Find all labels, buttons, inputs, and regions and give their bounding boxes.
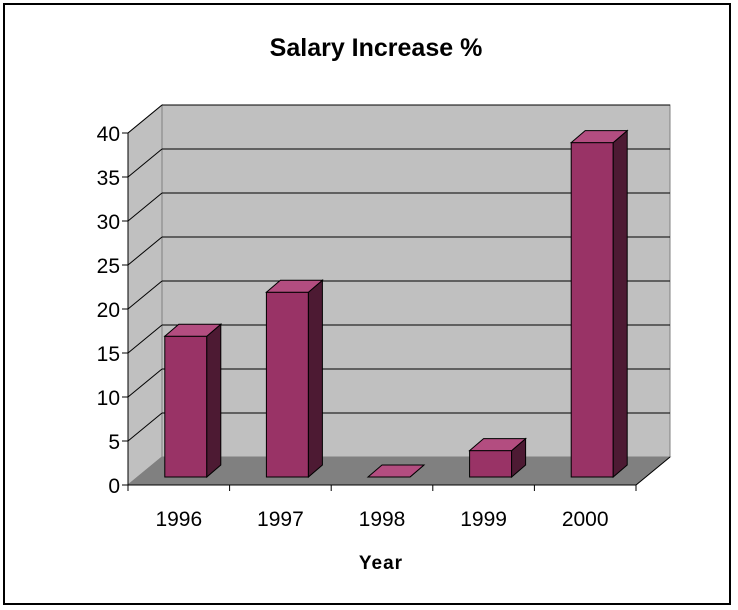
x-tick-label: 1999	[460, 508, 507, 531]
y-tick-label: 35	[97, 167, 120, 190]
gridline	[127, 104, 163, 134]
gridline	[127, 148, 163, 178]
bar-side-1996	[206, 323, 222, 479]
gridline	[127, 324, 163, 354]
gridline	[127, 368, 163, 398]
chart-title: Salary Increase %	[270, 34, 483, 62]
gridline	[127, 192, 163, 222]
bar-1997	[265, 291, 309, 478]
x-tick-label: 1998	[359, 508, 406, 531]
x-tick-label: 1997	[257, 508, 304, 531]
y-tick-label: 10	[97, 387, 120, 410]
y-tick-label: 40	[97, 123, 120, 146]
bar-top-1996	[163, 323, 223, 337]
gridline	[127, 236, 163, 266]
bar-side-2000	[612, 129, 628, 479]
x-axis-depth	[635, 456, 671, 486]
bar-1999	[469, 450, 513, 478]
x-axis-label: Year	[359, 553, 403, 574]
bar-top-2000	[569, 130, 629, 144]
y-tick-label: 25	[97, 255, 120, 278]
bar-top-1997	[265, 279, 324, 293]
plot-area: 0 5 10 15 20 25 30 35 40 1996 1997 1998 1999 2000	[97, 103, 672, 531]
y-tick-label: 5	[108, 431, 120, 454]
y-tick-label: 15	[97, 343, 120, 366]
bar-side-1997	[307, 279, 323, 479]
y-tick-label: 30	[97, 211, 120, 234]
y-tick-label: 0	[108, 475, 120, 498]
y-tick-label: 20	[97, 299, 120, 322]
bar-1996	[164, 335, 208, 478]
gridline	[127, 412, 163, 442]
x-tick-label: 1996	[155, 508, 202, 531]
bar-2000	[570, 142, 614, 478]
gridline	[127, 280, 163, 310]
x-tick-label: 2000	[562, 508, 609, 531]
bar-top-1999	[468, 438, 527, 452]
bar-top-1998	[366, 464, 426, 478]
